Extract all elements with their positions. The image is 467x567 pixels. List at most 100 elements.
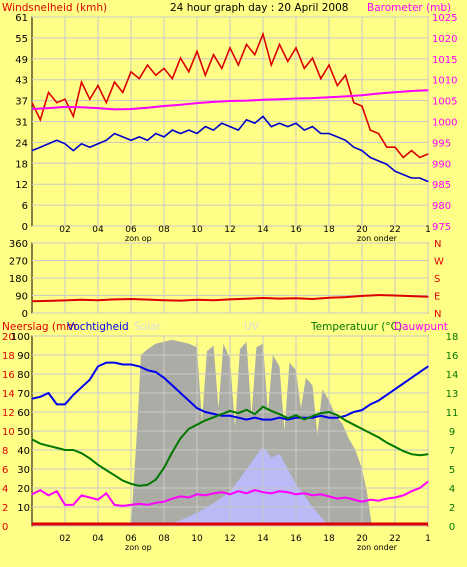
sunrise-marker-bottom: zon op xyxy=(125,543,152,552)
temperature-tick-label: 13 xyxy=(446,389,459,400)
direction-degree-tick: 90 xyxy=(15,292,28,303)
top-x-tick-label: 08 xyxy=(158,225,170,235)
top-x-tick-label: 1 xyxy=(425,225,431,235)
dewpoint-point xyxy=(113,504,116,506)
dewpoint-point xyxy=(386,497,388,500)
temperature-point xyxy=(155,478,157,481)
solar-area xyxy=(131,339,372,526)
dewpoint-point xyxy=(328,495,330,498)
wind_avg-point xyxy=(221,122,223,124)
wind_avg-point xyxy=(212,129,215,131)
temperature-point xyxy=(105,469,107,471)
dewpoint-point xyxy=(361,501,363,503)
gust-point xyxy=(204,74,206,76)
dewpoint-point xyxy=(402,494,404,496)
dewpoint-point xyxy=(64,504,66,506)
direction-degree-tick: 0 xyxy=(22,309,28,320)
top-left-tick-labels: 0 6 12 18 24 31 37 43 49 55 61 xyxy=(15,13,28,233)
humidity-point xyxy=(179,392,182,394)
humidity-point xyxy=(320,415,322,417)
wind_avg-point xyxy=(80,143,83,145)
dewpoint-point xyxy=(311,494,314,496)
dewpoint-point xyxy=(270,492,272,494)
rain-tick-label: 2 xyxy=(2,503,8,514)
dewpoint-axis-label: Dauwpunt xyxy=(394,321,448,333)
uv-area xyxy=(164,446,329,526)
wind-tick-label: 43 xyxy=(15,76,28,87)
gust-point xyxy=(229,47,231,49)
top-grid xyxy=(32,16,429,227)
direction-compass-tick: N xyxy=(434,239,441,250)
temperature-point xyxy=(410,453,413,455)
barometer-point xyxy=(47,107,50,109)
rain-axis-label: Neerslag (mm xyxy=(2,321,76,333)
temperature-tick-label: 16 xyxy=(446,351,459,362)
gust-point xyxy=(146,64,149,66)
wind_avg-point xyxy=(270,126,272,128)
barometer-tick-label: 1005 xyxy=(432,97,457,108)
gust-point xyxy=(47,91,50,93)
direction-degree-labels: 0 90 180 270 360 xyxy=(9,239,28,320)
humidity-tick-label: 10 xyxy=(17,503,30,514)
temperature-point xyxy=(287,417,289,419)
wind_avg-point xyxy=(113,132,116,135)
temperature-point xyxy=(295,414,297,416)
barometer-point xyxy=(262,99,264,101)
barometer-point xyxy=(311,97,314,99)
barometer-point xyxy=(344,95,347,98)
bottom-x-tick-label: 02 xyxy=(59,534,70,544)
dewpoint-point xyxy=(31,493,33,495)
gust-point xyxy=(427,153,429,155)
bottom-x-tick-label: 08 xyxy=(158,534,170,544)
temperature-point xyxy=(204,419,206,422)
wind-tick-label: 0 xyxy=(22,222,28,233)
humidity-tick-label: 70 xyxy=(17,389,30,400)
direction-point xyxy=(130,298,132,300)
wind_avg-point xyxy=(31,150,33,152)
gust-point xyxy=(394,146,396,148)
dewpoint-point xyxy=(221,491,223,493)
wind_avg-point xyxy=(361,150,363,152)
dewpoint-point xyxy=(262,491,264,493)
bottom-x-tick-label: 04 xyxy=(92,534,104,544)
gust-point xyxy=(237,64,239,66)
temperature-point xyxy=(188,428,190,430)
humidity-tick-label: 40 xyxy=(17,446,30,457)
barometer-tick-label: 975 xyxy=(432,222,451,233)
direction-point xyxy=(196,299,198,301)
dewpoint-point xyxy=(130,504,132,506)
direction-point xyxy=(163,299,165,301)
dewpoint-point xyxy=(344,496,347,499)
direction-point xyxy=(47,300,50,302)
wind_avg-point xyxy=(254,122,256,124)
temperature-point xyxy=(130,483,132,485)
barometer-axis-label: Barometer (mb) xyxy=(367,2,451,14)
temperature-point xyxy=(254,413,256,415)
wind_avg-point xyxy=(328,132,330,135)
gust-point xyxy=(361,105,363,107)
humidity-point xyxy=(146,369,149,371)
temperature-point xyxy=(386,442,388,444)
dewpoint-point xyxy=(369,499,371,501)
wind_avg-point xyxy=(105,139,107,141)
dewpoint-point xyxy=(188,496,190,499)
direction-point xyxy=(361,295,363,297)
gust-point xyxy=(138,78,140,80)
humidity-point xyxy=(254,417,256,419)
temperature-point xyxy=(212,416,215,418)
wind_avg-point xyxy=(377,160,380,162)
wind_avg-point xyxy=(320,132,322,135)
direction-point xyxy=(328,297,330,299)
gust-point xyxy=(386,146,388,148)
wind_avg-point xyxy=(89,146,91,148)
rain-tick-label: 4 xyxy=(2,484,8,495)
direction-point xyxy=(146,298,149,301)
rain-tick-label: 8 xyxy=(2,446,8,457)
barometer-point xyxy=(427,89,429,91)
temperature-point xyxy=(427,453,429,455)
temperature-point xyxy=(122,480,124,482)
gust-point xyxy=(262,33,264,35)
solar-label: Solar xyxy=(134,321,161,333)
direction-compass-tick: N xyxy=(434,309,441,320)
